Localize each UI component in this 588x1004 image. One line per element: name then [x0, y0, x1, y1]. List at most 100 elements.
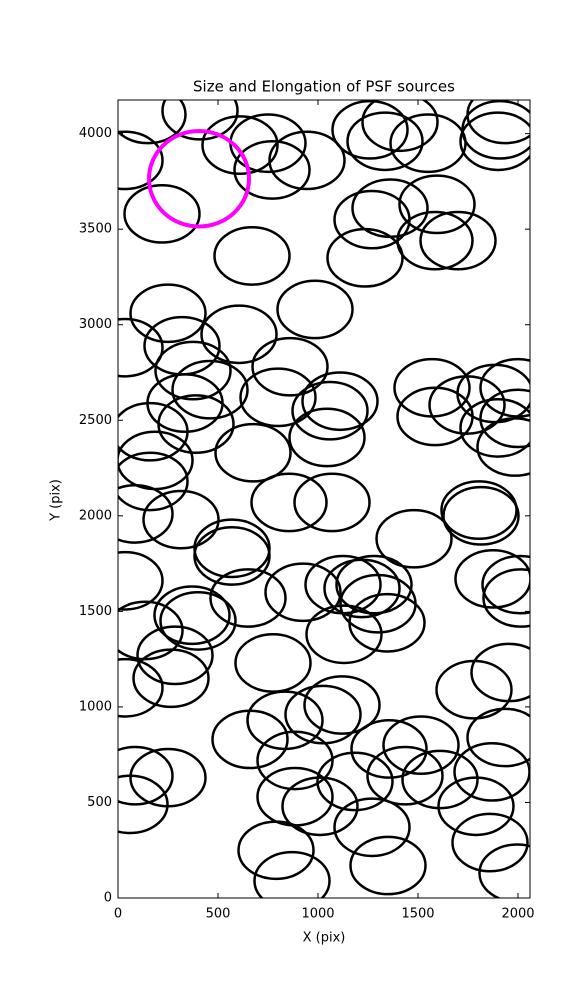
x-axis-label: X (pix): [303, 931, 346, 946]
y-axis-label: Y (pix): [49, 479, 64, 522]
x-tick-label: 1000: [301, 907, 334, 922]
source-ellipse: [437, 776, 515, 837]
source-ellipse: [401, 749, 479, 810]
source-ellipse: [171, 359, 249, 420]
source-ellipse: [118, 745, 174, 806]
source-ellipse: [132, 648, 210, 709]
source-ellipse: [459, 111, 530, 172]
source-ellipse: [118, 401, 189, 462]
source-ellipse: [118, 774, 169, 835]
source-ellipse: [118, 130, 164, 191]
chart-title: Size and Elongation of PSF sources: [193, 78, 455, 96]
source-ellipse: [211, 709, 289, 770]
source-ellipse: [281, 776, 359, 837]
source-ellipse: [348, 592, 426, 653]
source-ellipse: [301, 371, 379, 432]
source-ellipse: [268, 130, 346, 191]
plot-area: [118, 100, 530, 898]
source-ellipse: [123, 183, 201, 244]
source-ellipse: [118, 483, 174, 544]
source-ellipse: [466, 100, 530, 145]
source-ellipse: [335, 554, 413, 615]
source-ellipse: [118, 451, 189, 512]
source-ellipse: [159, 591, 237, 651]
source-ellipse: [382, 715, 460, 776]
source-ellipse: [476, 417, 530, 477]
y-tick-label: 3000: [79, 317, 112, 332]
source-ellipse: [479, 388, 530, 449]
plot-frame: [117, 99, 531, 899]
source-ellipse: [323, 558, 401, 619]
source-ellipse: [250, 472, 328, 533]
source-ellipse: [331, 100, 409, 160]
y-tick-label: 2500: [79, 413, 112, 428]
source-ellipse: [129, 283, 207, 344]
source-ellipse: [459, 398, 530, 458]
source-ellipse: [264, 562, 342, 623]
source-ellipse: [201, 115, 279, 176]
source-ellipse: [346, 111, 424, 172]
source-ellipse: [482, 568, 530, 628]
source-ellipse: [276, 279, 354, 340]
y-tick-label: 1000: [79, 699, 112, 714]
source-ellipse: [361, 100, 439, 153]
source-ellipse: [303, 675, 381, 735]
source-ellipse: [284, 684, 362, 745]
source-ellipse: [161, 100, 239, 141]
source-ellipse: [118, 100, 187, 145]
source-ellipse: [118, 550, 164, 611]
source-ellipse: [193, 526, 271, 586]
source-ellipse: [147, 128, 251, 229]
source-ellipse: [153, 585, 231, 646]
y-tick-label: 4000: [79, 126, 112, 141]
source-ellipse: [239, 367, 317, 428]
source-ellipse: [288, 407, 366, 468]
source-ellipse: [442, 485, 520, 546]
source-ellipse: [466, 707, 530, 768]
source-ellipse: [326, 227, 404, 288]
source-ellipse: [209, 568, 287, 628]
source-ellipse: [396, 210, 474, 271]
source-ellipse: [366, 745, 444, 806]
source-ellipse: [333, 797, 411, 858]
x-tick-label: 500: [206, 907, 231, 922]
source-ellipse: [237, 820, 315, 881]
source-ellipse: [479, 357, 530, 418]
source-ellipse: [470, 642, 530, 703]
source-ellipse: [142, 489, 220, 550]
source-ellipse: [256, 730, 334, 791]
source-ellipse: [118, 657, 164, 718]
source-ellipse: [291, 380, 369, 441]
source-ellipse: [375, 508, 453, 569]
source-ellipse: [200, 304, 278, 365]
y-tick-label: 1500: [79, 604, 112, 619]
source-ellipse: [213, 226, 291, 286]
source-ellipse: [293, 472, 371, 533]
source-ellipse: [251, 336, 329, 397]
source-ellipse: [305, 604, 383, 665]
source-ellipse: [350, 719, 428, 779]
source-ellipse: [481, 554, 530, 615]
y-tick-label: 3500: [79, 222, 112, 237]
x-tick-label: 2000: [501, 907, 534, 922]
source-ellipse: [454, 548, 530, 609]
y-tick-label: 0: [104, 891, 112, 906]
source-ellipse: [136, 625, 214, 686]
x-tick-label: 0: [114, 907, 122, 922]
source-ellipse: [428, 375, 506, 435]
source-ellipse: [154, 340, 232, 401]
x-tick-label: 1500: [401, 907, 434, 922]
source-ellipse: [157, 394, 235, 455]
source-ellipse: [478, 843, 530, 898]
y-tick-label: 2000: [79, 508, 112, 523]
source-ellipse: [233, 140, 311, 200]
source-ellipse: [419, 210, 497, 271]
source-ellipse: [440, 480, 518, 540]
y-tick-label: 500: [87, 795, 112, 810]
source-ellipse: [253, 850, 331, 898]
source-ellipse: [349, 835, 427, 896]
source-ellipse: [214, 422, 292, 483]
source-ellipse: [451, 812, 529, 873]
